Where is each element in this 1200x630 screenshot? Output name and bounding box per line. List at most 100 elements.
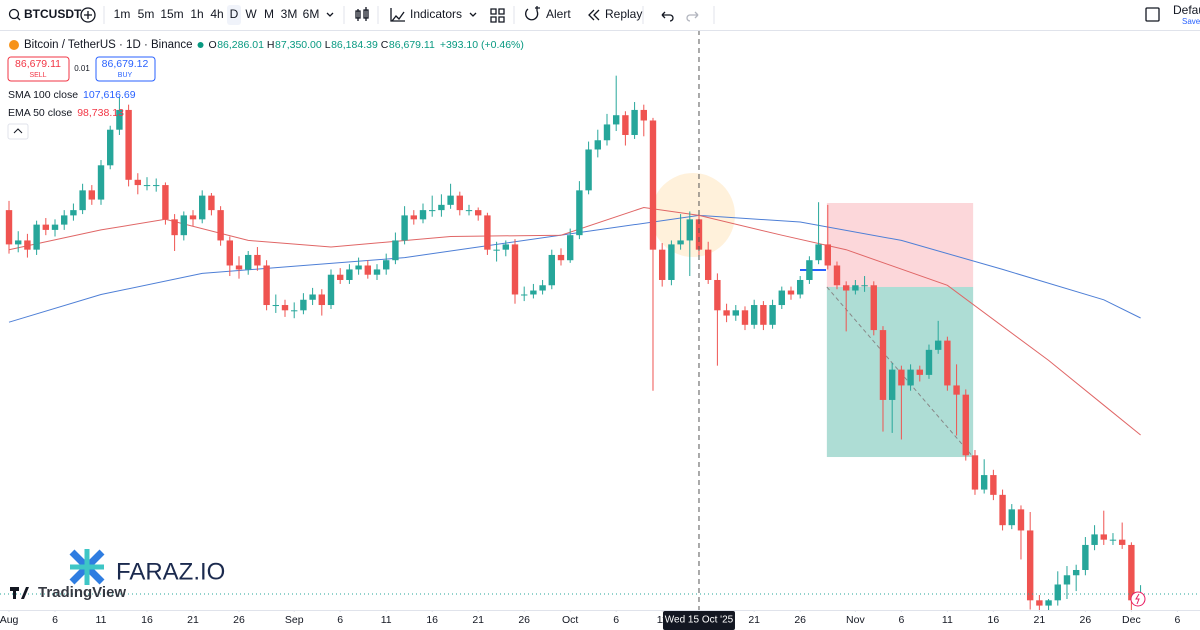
candle-body [1054,584,1061,601]
undo-button[interactable] [661,11,674,22]
candle-body [833,265,841,286]
candle-body [842,285,850,291]
candle-body [732,310,739,316]
candle-body [15,240,22,245]
save-button[interactable]: Save [1182,17,1200,26]
alert-button[interactable]: Alert [546,7,571,21]
x-tick-label: 26 [794,614,806,626]
interval-button[interactable]: W [245,7,257,21]
alert-icon[interactable] [525,6,540,21]
interval-button[interactable]: 4h [210,7,223,21]
candle-body [1128,544,1135,601]
interval-button[interactable]: 5m [138,7,155,21]
candle-body [806,260,813,280]
crosshair-label: Wed 15 Oct '25 [665,615,734,626]
candle-body [1072,569,1080,576]
candle-body [373,269,381,275]
candle-body [640,109,647,121]
candle-body [796,279,804,295]
candle-body [291,310,298,312]
candle-body [649,120,657,250]
candle-body [245,254,252,270]
indicators-dropdown[interactable] [469,12,477,17]
x-tick-label: 16 [426,614,438,626]
collapse-legend[interactable] [7,123,29,140]
candle-body [787,290,795,295]
legend-title: Bitcoin / TetherUS · 1D · Binance [24,39,193,51]
candle-body [888,369,896,400]
candle-body [88,190,96,200]
search-icon [16,16,21,21]
replay-icon[interactable] [588,9,600,21]
candle-body [962,394,969,456]
candle-body [944,340,951,386]
candle-body [474,210,482,216]
layouts-button[interactable] [490,8,505,23]
candle-body [51,224,59,230]
candle-body [530,290,537,295]
candle-body [180,215,188,236]
candle-body [383,260,390,270]
redo-button[interactable] [686,11,699,22]
candle-body [355,265,362,270]
candle-body [281,305,289,311]
candle-body [1109,539,1117,541]
candle-body [916,369,923,375]
interval-button[interactable]: 1m [114,7,131,21]
candle-body [548,254,555,286]
sell-label: SELL [29,72,46,79]
candle-body [107,129,114,166]
search-icon[interactable] [8,8,20,20]
candle-body [585,149,592,191]
candle-body [42,224,50,230]
symbol[interactable]: BTCUSDT [24,7,82,21]
interval-button[interactable]: D [230,7,239,21]
candle-body [419,210,427,220]
interval-button[interactable]: 3M [281,7,298,21]
interval-button[interactable]: 6M [303,7,320,21]
candle-body [33,224,40,250]
interval-button[interactable]: M [264,7,274,21]
candle-body [677,240,684,245]
indicators-icon[interactable] [390,8,405,22]
sell-button[interactable] [7,56,70,82]
indicators-button[interactable]: Indicators [410,7,462,21]
candle-body [704,249,712,280]
candle-body [1118,539,1126,545]
candle-body [364,265,372,275]
candle-body [456,195,463,211]
candle-body [199,195,206,220]
candle-body [5,210,13,245]
candle-body [999,494,1006,526]
quantity: 0.01 [74,64,90,73]
x-tick-label: 11 [381,614,392,626]
ohlc-letter: O [209,39,217,51]
indicator-label: SMA 100 close [8,89,78,101]
x-tick-label: 26 [518,614,530,626]
candle-body [861,285,868,287]
interval-button[interactable]: 1h [190,7,203,21]
replay-button[interactable]: Replay [605,7,642,21]
ohlc-value: 86,286.01 [217,39,264,51]
candle-body [484,215,491,250]
candle-body [410,215,417,220]
x-tick-label: 6 [613,614,619,626]
chart-type-button[interactable] [355,7,369,21]
candle-body [686,219,693,241]
x-tick-label: 6 [52,614,58,626]
x-tick-label: 6 [898,614,904,626]
layout-name[interactable]: Defau [1173,3,1200,17]
interval-dropdown[interactable] [326,12,334,17]
candle-body [907,369,914,386]
candle-body [953,385,960,395]
candle-body [815,244,822,261]
market-status [197,42,204,48]
buy-button[interactable] [95,56,156,82]
candle-body [79,190,86,211]
layout-icon[interactable] [1145,7,1160,22]
candle-body [1026,530,1034,601]
candle-body [1100,534,1107,540]
interval-button[interactable]: 15m [160,7,183,21]
compare-button[interactable] [80,7,96,23]
indicator-value: 98,738.13 [77,107,124,119]
